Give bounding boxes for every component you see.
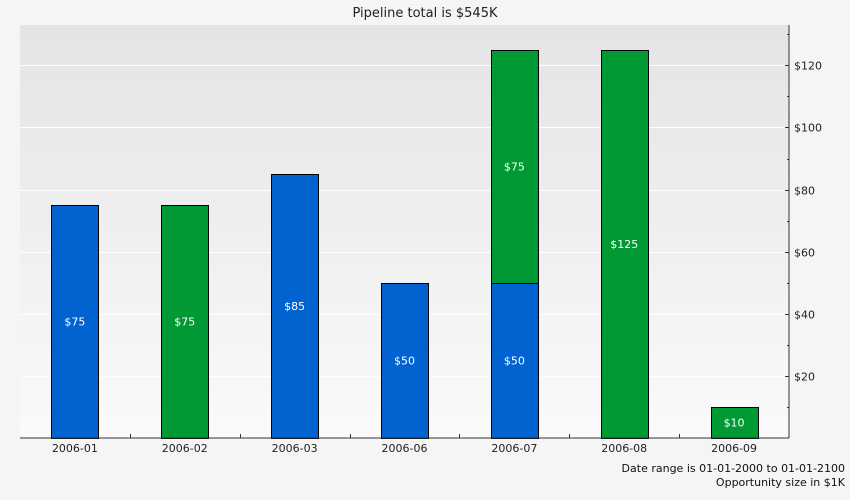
tick-labels: $20 $40 $60 $80 $100 $120 $75 2006-01 $75 2006-02… — [52, 60, 822, 456]
data-label: $10 — [724, 416, 745, 429]
data-label: $85 — [284, 300, 305, 313]
data-label: $50 — [394, 354, 415, 367]
opportunity-size-note: Opportunity size in $1K — [715, 476, 845, 489]
chart-footer: Date range is 01-01-2000 to 01-01-2100 O… — [622, 462, 845, 490]
date-range-note: Date range is 01-01-2000 to 01-01-2100 — [621, 462, 845, 475]
y-tick-label: $60 — [794, 247, 815, 260]
y-tick-label: $80 — [794, 185, 815, 198]
y-tick-label: $100 — [794, 122, 822, 135]
x-tick-label: 2006-09 — [711, 442, 757, 455]
bar-segment — [161, 205, 209, 439]
bar-segment — [51, 205, 99, 439]
data-label: $75 — [64, 316, 85, 329]
data-label: $75 — [174, 316, 195, 329]
bar-segment — [271, 174, 319, 439]
y-tick-label: $40 — [794, 309, 815, 322]
data-label: $75 — [504, 160, 525, 173]
x-tick-label: 2006-02 — [162, 442, 208, 455]
x-tick-label: 2006-06 — [382, 442, 428, 455]
y-tick-label: $20 — [794, 371, 815, 384]
y-tick-label: $120 — [794, 60, 822, 73]
x-tick-label: 2006-01 — [52, 442, 98, 455]
axes — [20, 25, 790, 439]
bar-segment — [491, 283, 539, 439]
bar-segment — [381, 283, 429, 439]
bar-segment — [491, 50, 539, 284]
x-tick-label: 2006-07 — [491, 442, 537, 455]
data-label: $50 — [504, 354, 525, 367]
bars — [51, 50, 759, 439]
x-tick-label: 2006-08 — [601, 442, 647, 455]
x-tick-label: 2006-03 — [272, 442, 318, 455]
data-label: $125 — [610, 238, 638, 251]
chart-title: Pipeline total is $545K — [352, 6, 498, 21]
